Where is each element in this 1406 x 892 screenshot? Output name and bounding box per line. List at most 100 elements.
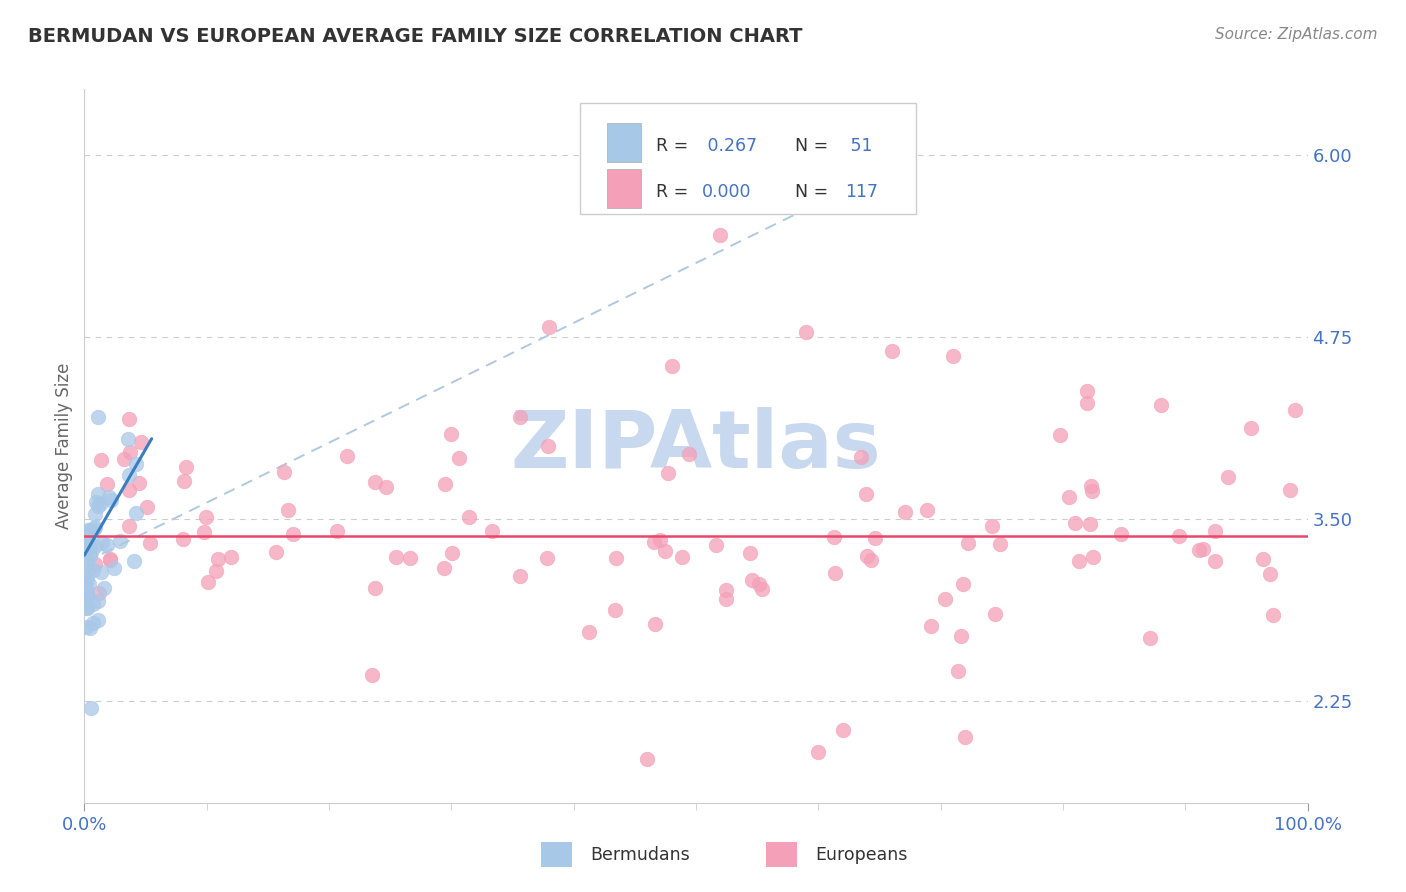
Point bbox=[96, 538, 118, 552]
Point bbox=[942, 349, 965, 363]
Point bbox=[981, 519, 1004, 533]
Point bbox=[988, 537, 1011, 551]
Point bbox=[75, 574, 97, 588]
Point bbox=[578, 624, 600, 639]
Point bbox=[283, 526, 305, 541]
Point bbox=[84, 507, 107, 521]
Point bbox=[920, 619, 942, 633]
Point bbox=[856, 549, 879, 563]
Point bbox=[1078, 517, 1101, 532]
Point bbox=[399, 550, 422, 565]
Point bbox=[1216, 469, 1239, 483]
Text: Source: ZipAtlas.com: Source: ZipAtlas.com bbox=[1215, 27, 1378, 42]
Point bbox=[1111, 527, 1133, 541]
Point bbox=[87, 409, 110, 424]
Point bbox=[644, 617, 666, 632]
Point bbox=[76, 532, 98, 546]
Point bbox=[738, 546, 761, 560]
Point bbox=[117, 468, 139, 483]
Point bbox=[79, 523, 101, 537]
Text: R =: R = bbox=[655, 184, 693, 202]
Point bbox=[661, 359, 683, 373]
Point bbox=[709, 227, 731, 242]
Point bbox=[87, 613, 110, 627]
Point bbox=[336, 450, 359, 464]
Point bbox=[219, 550, 242, 565]
Point bbox=[949, 629, 972, 643]
Point bbox=[93, 581, 115, 595]
Point bbox=[197, 574, 219, 589]
Text: Europeans: Europeans bbox=[815, 846, 908, 863]
Point bbox=[84, 519, 107, 533]
Point bbox=[1067, 554, 1090, 568]
Point bbox=[82, 597, 104, 611]
Point bbox=[953, 731, 976, 745]
Point bbox=[657, 466, 679, 480]
Point bbox=[136, 500, 159, 514]
Point bbox=[880, 344, 903, 359]
Point bbox=[76, 600, 98, 615]
Point bbox=[82, 615, 104, 630]
Point bbox=[75, 551, 97, 566]
Point bbox=[117, 432, 139, 446]
Point bbox=[112, 452, 135, 467]
Point bbox=[76, 588, 98, 602]
Point bbox=[117, 412, 139, 426]
Text: 117: 117 bbox=[845, 184, 879, 202]
Point bbox=[952, 577, 974, 591]
Point bbox=[77, 541, 100, 555]
Point bbox=[84, 539, 107, 553]
Point bbox=[98, 552, 121, 566]
Text: N =: N = bbox=[785, 137, 834, 155]
Point bbox=[364, 582, 387, 596]
Point bbox=[79, 576, 101, 591]
Point bbox=[509, 569, 531, 583]
Point bbox=[76, 532, 98, 546]
Point bbox=[714, 583, 737, 598]
Point bbox=[75, 597, 97, 611]
Point bbox=[76, 600, 98, 615]
Text: BERMUDAN VS EUROPEAN AVERAGE FAMILY SIZE CORRELATION CHART: BERMUDAN VS EUROPEAN AVERAGE FAMILY SIZE… bbox=[28, 27, 803, 45]
Point bbox=[87, 586, 110, 600]
Point bbox=[364, 475, 387, 489]
Point bbox=[90, 453, 112, 467]
Text: R =: R = bbox=[655, 137, 693, 155]
Point bbox=[704, 538, 727, 552]
Point bbox=[76, 556, 98, 570]
Point bbox=[643, 535, 665, 549]
Point bbox=[361, 668, 384, 682]
Point bbox=[434, 477, 457, 491]
Point bbox=[1076, 384, 1098, 398]
Point bbox=[481, 524, 503, 538]
Point bbox=[87, 499, 110, 513]
Point bbox=[1083, 549, 1105, 564]
Point bbox=[1191, 541, 1213, 556]
Point bbox=[98, 553, 121, 567]
Point bbox=[956, 536, 979, 550]
Point bbox=[79, 525, 101, 540]
Point bbox=[1076, 395, 1098, 409]
Point bbox=[946, 665, 969, 679]
Point bbox=[97, 490, 120, 504]
Point bbox=[128, 475, 150, 490]
Point bbox=[117, 483, 139, 497]
Point bbox=[893, 505, 915, 519]
Point bbox=[173, 475, 195, 489]
Point bbox=[108, 534, 131, 549]
Point bbox=[273, 465, 295, 479]
FancyBboxPatch shape bbox=[579, 103, 917, 214]
Point bbox=[118, 518, 141, 533]
Point bbox=[79, 621, 101, 635]
Point bbox=[277, 503, 299, 517]
Point bbox=[100, 493, 122, 508]
Point bbox=[374, 480, 396, 494]
Point bbox=[934, 591, 956, 606]
Point bbox=[1150, 398, 1173, 412]
Text: ZIPAtlas: ZIPAtlas bbox=[510, 407, 882, 485]
Point bbox=[1057, 490, 1080, 504]
Point bbox=[654, 544, 676, 558]
Point bbox=[447, 450, 470, 465]
Point bbox=[129, 435, 152, 450]
Point bbox=[751, 582, 773, 596]
Point bbox=[80, 701, 103, 715]
